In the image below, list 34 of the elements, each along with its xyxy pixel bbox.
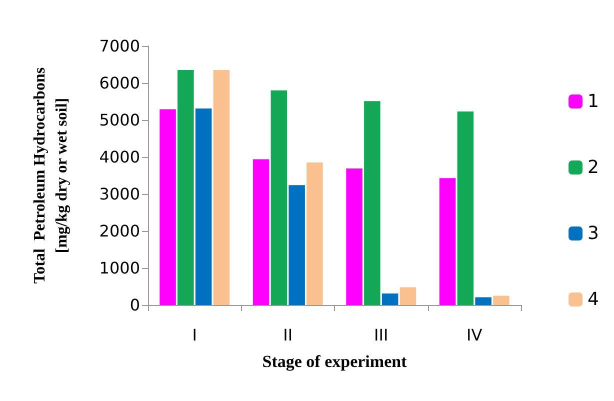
bar <box>457 111 474 305</box>
bar <box>195 108 212 305</box>
y-tick-label: 4000 <box>99 148 140 166</box>
y-tick-label: 2000 <box>99 222 140 240</box>
bar <box>346 168 362 305</box>
bar <box>213 70 230 305</box>
bar <box>306 162 323 305</box>
y-tick-label: 3000 <box>99 184 140 204</box>
legend-label: 1 <box>588 91 599 112</box>
legend-label: 2 <box>588 157 599 178</box>
bar <box>493 296 510 305</box>
bar <box>439 178 456 305</box>
y-tick-label: 6000 <box>99 74 140 92</box>
y-tick-label: 0 <box>130 296 140 314</box>
y-axis-title: Total Petroleum Hydrocarbons [mg/kg dry or wet soil] <box>32 67 70 284</box>
y-tick-label: 7000 <box>99 36 140 56</box>
bar <box>364 101 380 305</box>
bar <box>270 90 288 305</box>
bar <box>178 70 194 305</box>
bar <box>160 109 176 305</box>
legend-label: 3 <box>588 223 599 244</box>
bar <box>382 294 398 305</box>
bar <box>475 297 492 305</box>
bar <box>400 287 416 305</box>
bar <box>252 159 270 305</box>
x-tick-label: III <box>374 326 388 344</box>
legend-label: 4 <box>588 289 599 310</box>
x-tick-label: II <box>283 326 293 344</box>
bar <box>288 185 305 305</box>
y-tick-label: 1000 <box>99 258 140 278</box>
x-tick-label: I <box>192 326 197 344</box>
x-tick-label: IV <box>466 326 482 344</box>
x-axis-title: Stage of experiment <box>262 352 408 371</box>
y-tick-label: 5000 <box>99 110 140 130</box>
